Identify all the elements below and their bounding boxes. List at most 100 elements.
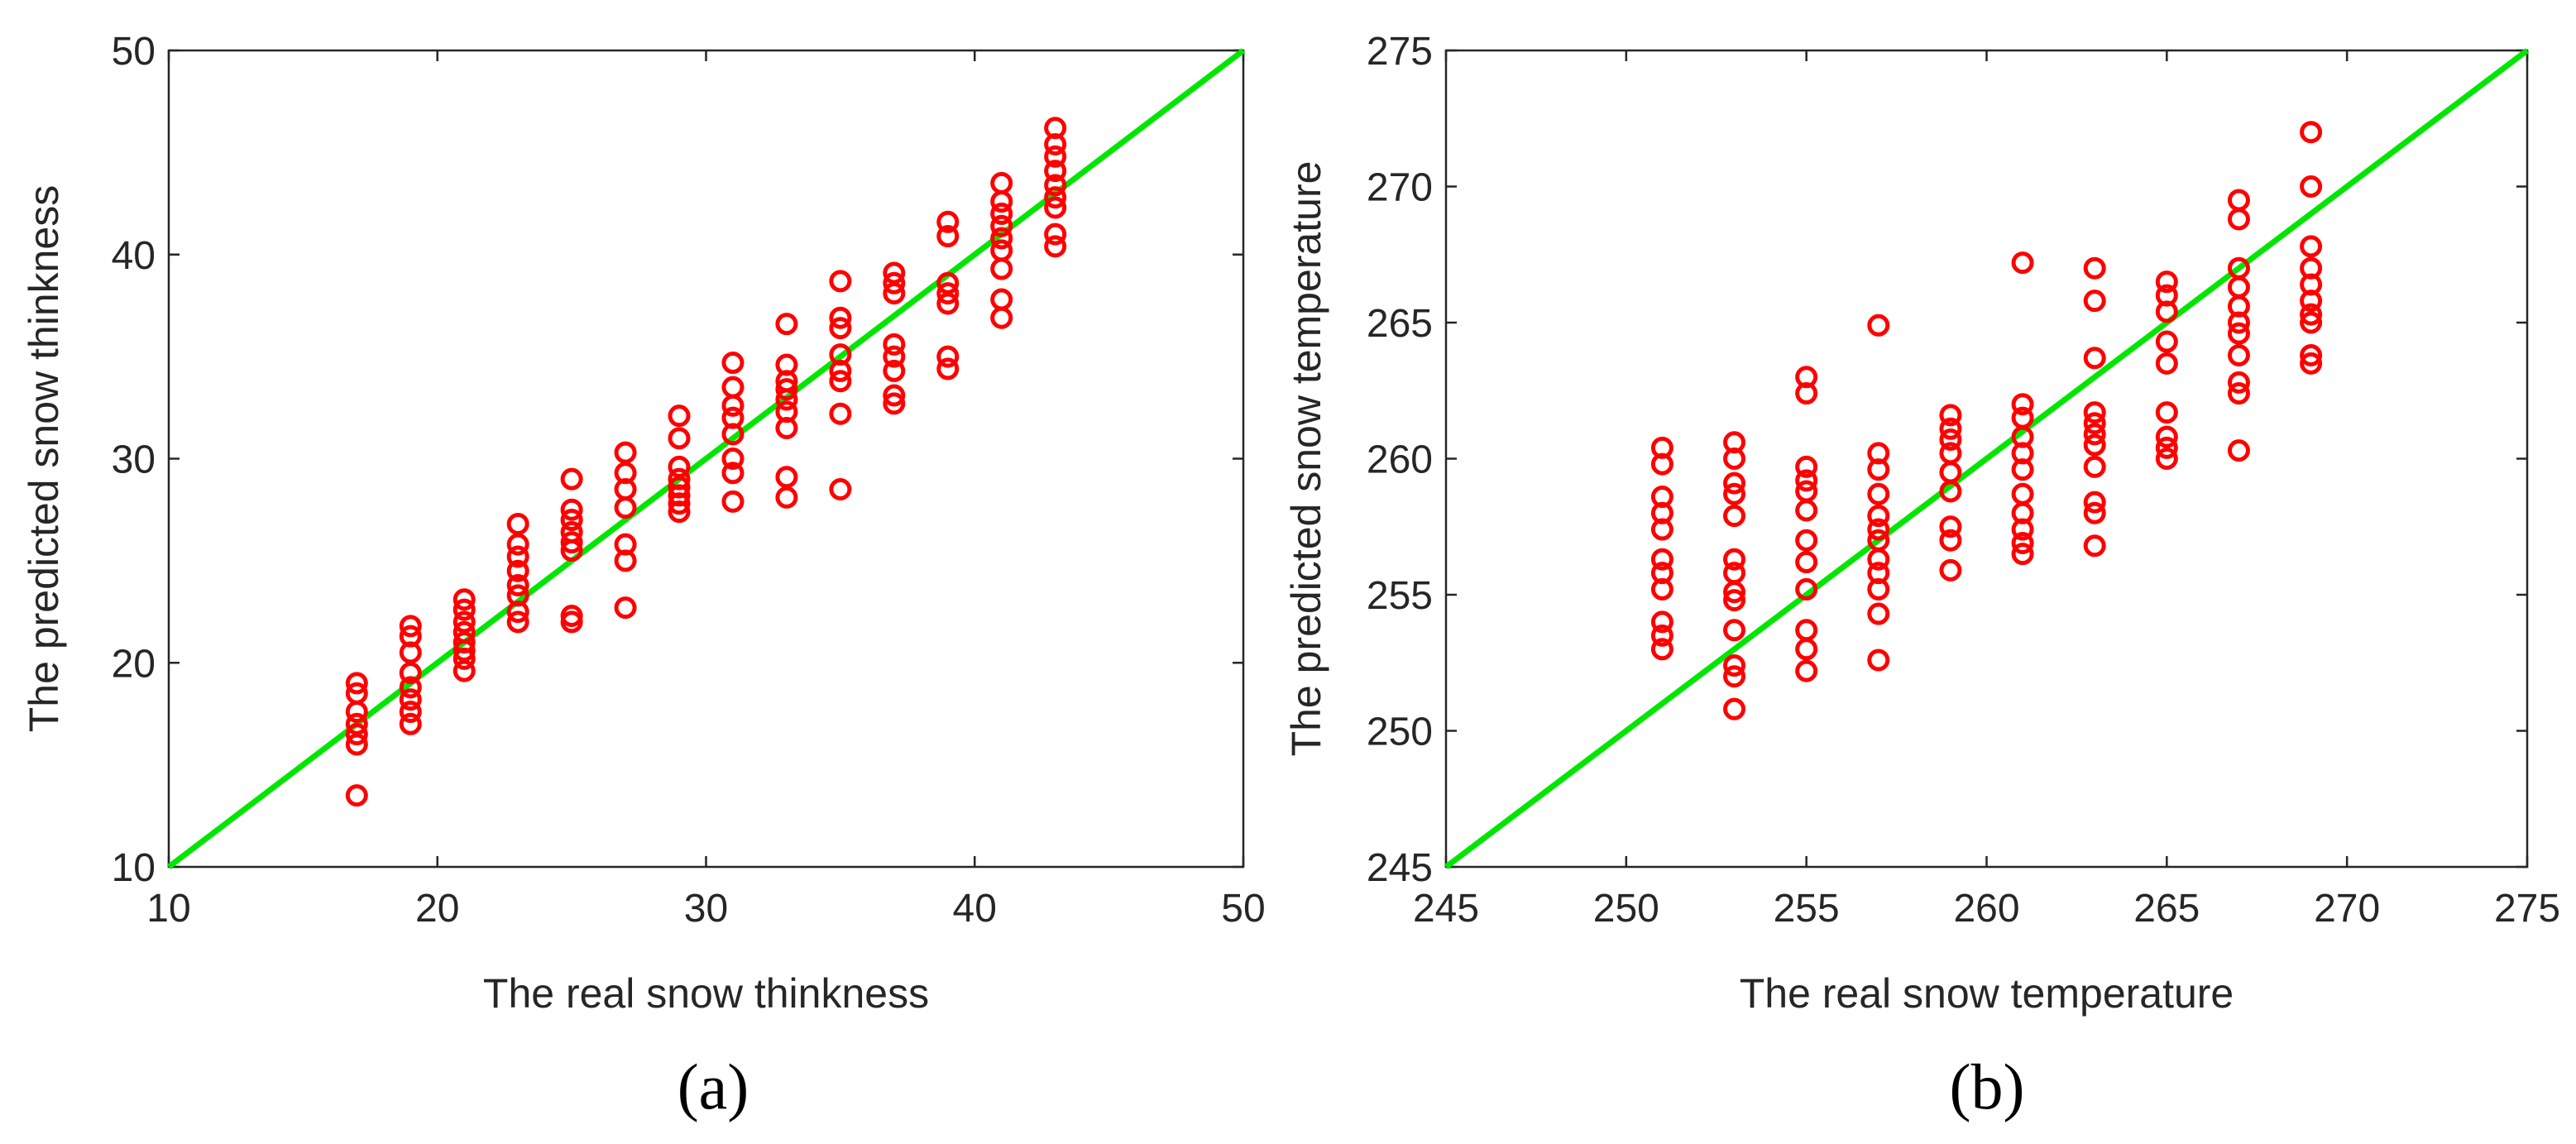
data-point: [399, 688, 422, 711]
panel-caption: (a): [678, 1051, 749, 1122]
data-point: [452, 639, 476, 662]
data-point: [506, 545, 529, 568]
data-point: [2227, 208, 2250, 231]
data-point: [452, 610, 476, 634]
data-point: [2011, 543, 2034, 566]
data-point: [668, 455, 691, 478]
data-point: [2227, 382, 2250, 405]
x-tick-label: 50: [1221, 887, 1265, 931]
y-tick-label: 270: [1367, 166, 1433, 210]
data-point: [2227, 322, 2250, 345]
data-point: [1650, 548, 1673, 571]
x-tick-label: 30: [684, 887, 728, 931]
data-point: [2227, 189, 2250, 212]
data-point: [775, 388, 798, 411]
data-point: [1939, 461, 1962, 484]
data-point: [1867, 482, 1890, 505]
y-tick-label: 260: [1367, 438, 1433, 482]
data-point: [2227, 311, 2250, 334]
data-point: [399, 676, 422, 699]
x-tick-label: 270: [2314, 887, 2380, 931]
data-point: [1867, 458, 1890, 481]
data-point: [990, 227, 1013, 250]
data-point: [1795, 659, 1818, 682]
data-point: [560, 610, 583, 634]
data-point: [1044, 174, 1067, 197]
data-point: [2011, 251, 2034, 275]
x-tick-label: 260: [1953, 887, 2019, 931]
data-point: [1867, 649, 1890, 672]
data-point: [452, 598, 476, 621]
data-point: [883, 271, 906, 294]
data-point: [990, 239, 1013, 262]
data-point: [1044, 145, 1067, 168]
data-point: [1723, 471, 1746, 495]
data-point: [2227, 439, 2250, 462]
data-point: [2155, 448, 2178, 470]
data-point: [345, 700, 368, 723]
data-point: [721, 352, 745, 375]
data-point: [1723, 589, 1746, 612]
data-point: [775, 486, 798, 509]
data-point: [2083, 256, 2106, 280]
data-point: [399, 712, 422, 735]
data-point: [1723, 448, 1746, 470]
data-point: [1795, 529, 1818, 552]
identity-line: [1444, 48, 2530, 869]
data-point: [1044, 235, 1067, 258]
data-point: [990, 202, 1013, 225]
data-point: [883, 261, 906, 285]
data-point: [1867, 518, 1890, 541]
data-point: [883, 345, 906, 368]
data-point: [2083, 401, 2106, 424]
data-point: [2083, 455, 2106, 478]
data-point: [990, 257, 1013, 280]
data-point: [990, 306, 1013, 329]
y-axis-label: The predicted snow temperature: [1283, 161, 1329, 757]
data-point: [2300, 121, 2323, 144]
data-point: [506, 559, 529, 582]
data-point: [721, 462, 745, 485]
y-tick-label: 50: [112, 30, 156, 74]
data-point: [2011, 393, 2034, 416]
y-tick-label: 250: [1367, 711, 1433, 754]
data-point: [2083, 347, 2106, 370]
data-point: [936, 271, 960, 294]
data-point: [614, 496, 637, 519]
y-tick-label: 245: [1367, 846, 1433, 890]
data-point: [2227, 343, 2250, 366]
data-point: [721, 490, 745, 513]
data-point: [1939, 417, 1962, 440]
data-point: [1650, 638, 1673, 661]
data-point: [990, 171, 1013, 194]
data-point: [829, 370, 852, 393]
data-point: [829, 402, 852, 425]
data-point: [721, 376, 745, 399]
data-point: [2155, 436, 2178, 459]
data-point: [345, 784, 368, 807]
data-point: [775, 313, 798, 336]
data-point: [2083, 501, 2106, 524]
data-point: [345, 733, 368, 756]
data-point: [1723, 482, 1746, 505]
y-tick-label: 275: [1367, 30, 1433, 74]
data-point: [936, 282, 960, 305]
data-point: [2011, 518, 2034, 541]
data-point: [1795, 551, 1818, 574]
data-point: [1723, 697, 1746, 720]
data-point: [2155, 330, 2178, 353]
data-point: [2227, 275, 2250, 299]
data-point: [1650, 610, 1673, 634]
x-tick-label: 265: [2133, 887, 2200, 931]
y-tick-label: 255: [1367, 574, 1433, 618]
data-point: [1795, 499, 1818, 522]
data-point: [2155, 270, 2178, 294]
panel-caption: (b): [1950, 1051, 2025, 1122]
data-point: [1867, 548, 1890, 571]
data-point: [883, 384, 906, 407]
data-point: [345, 672, 368, 695]
data-point: [829, 306, 852, 329]
data-point: [829, 359, 852, 382]
data-point: [506, 573, 529, 596]
